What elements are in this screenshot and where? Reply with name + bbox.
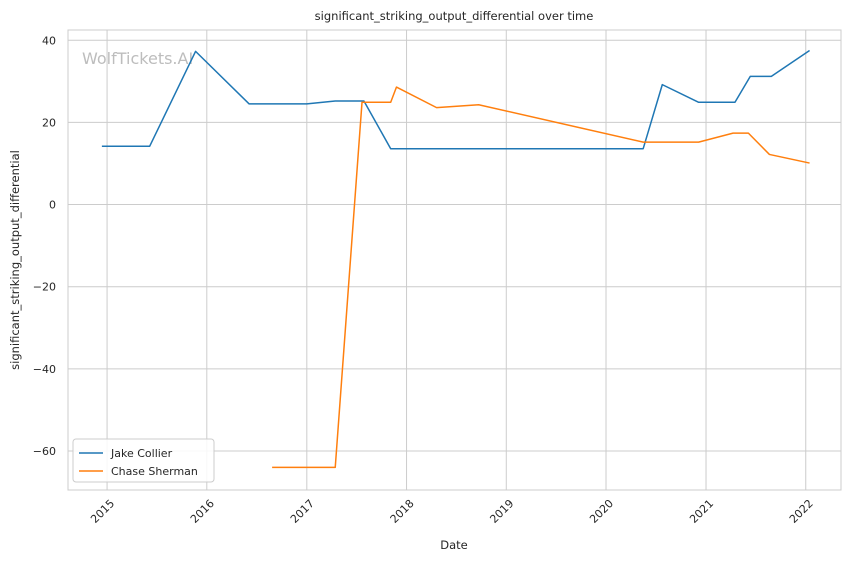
y-tick-label: −40 (33, 363, 56, 376)
series-layer (101, 49, 811, 469)
x-axis-label: Date (440, 538, 468, 552)
plot-frame (67, 29, 842, 491)
chart-title: significant_striking_output_differential… (315, 9, 594, 23)
legend-label-jake-collier: Jake Collier (110, 447, 173, 460)
series-line-chase-sherman (272, 86, 810, 469)
grid (68, 30, 841, 490)
y-tick-label: −60 (33, 445, 56, 458)
y-tick-label: 20 (42, 116, 56, 129)
y-tick-label: −20 (33, 281, 56, 294)
legend-label-chase-sherman: Chase Sherman (111, 465, 198, 478)
y-tick-label: 0 (49, 199, 56, 212)
watermark: WolfTickets.AI (82, 49, 193, 68)
legend: Jake Collier Chase Sherman (72, 438, 215, 483)
y-tick-label: 40 (42, 34, 56, 47)
series-line-jake-collier (101, 49, 811, 150)
y-tick-labels: 40 20 0 −20 −40 −60 (33, 34, 56, 458)
legend-box (72, 438, 215, 483)
y-axis-label: significant_striking_output_differential (8, 150, 22, 370)
